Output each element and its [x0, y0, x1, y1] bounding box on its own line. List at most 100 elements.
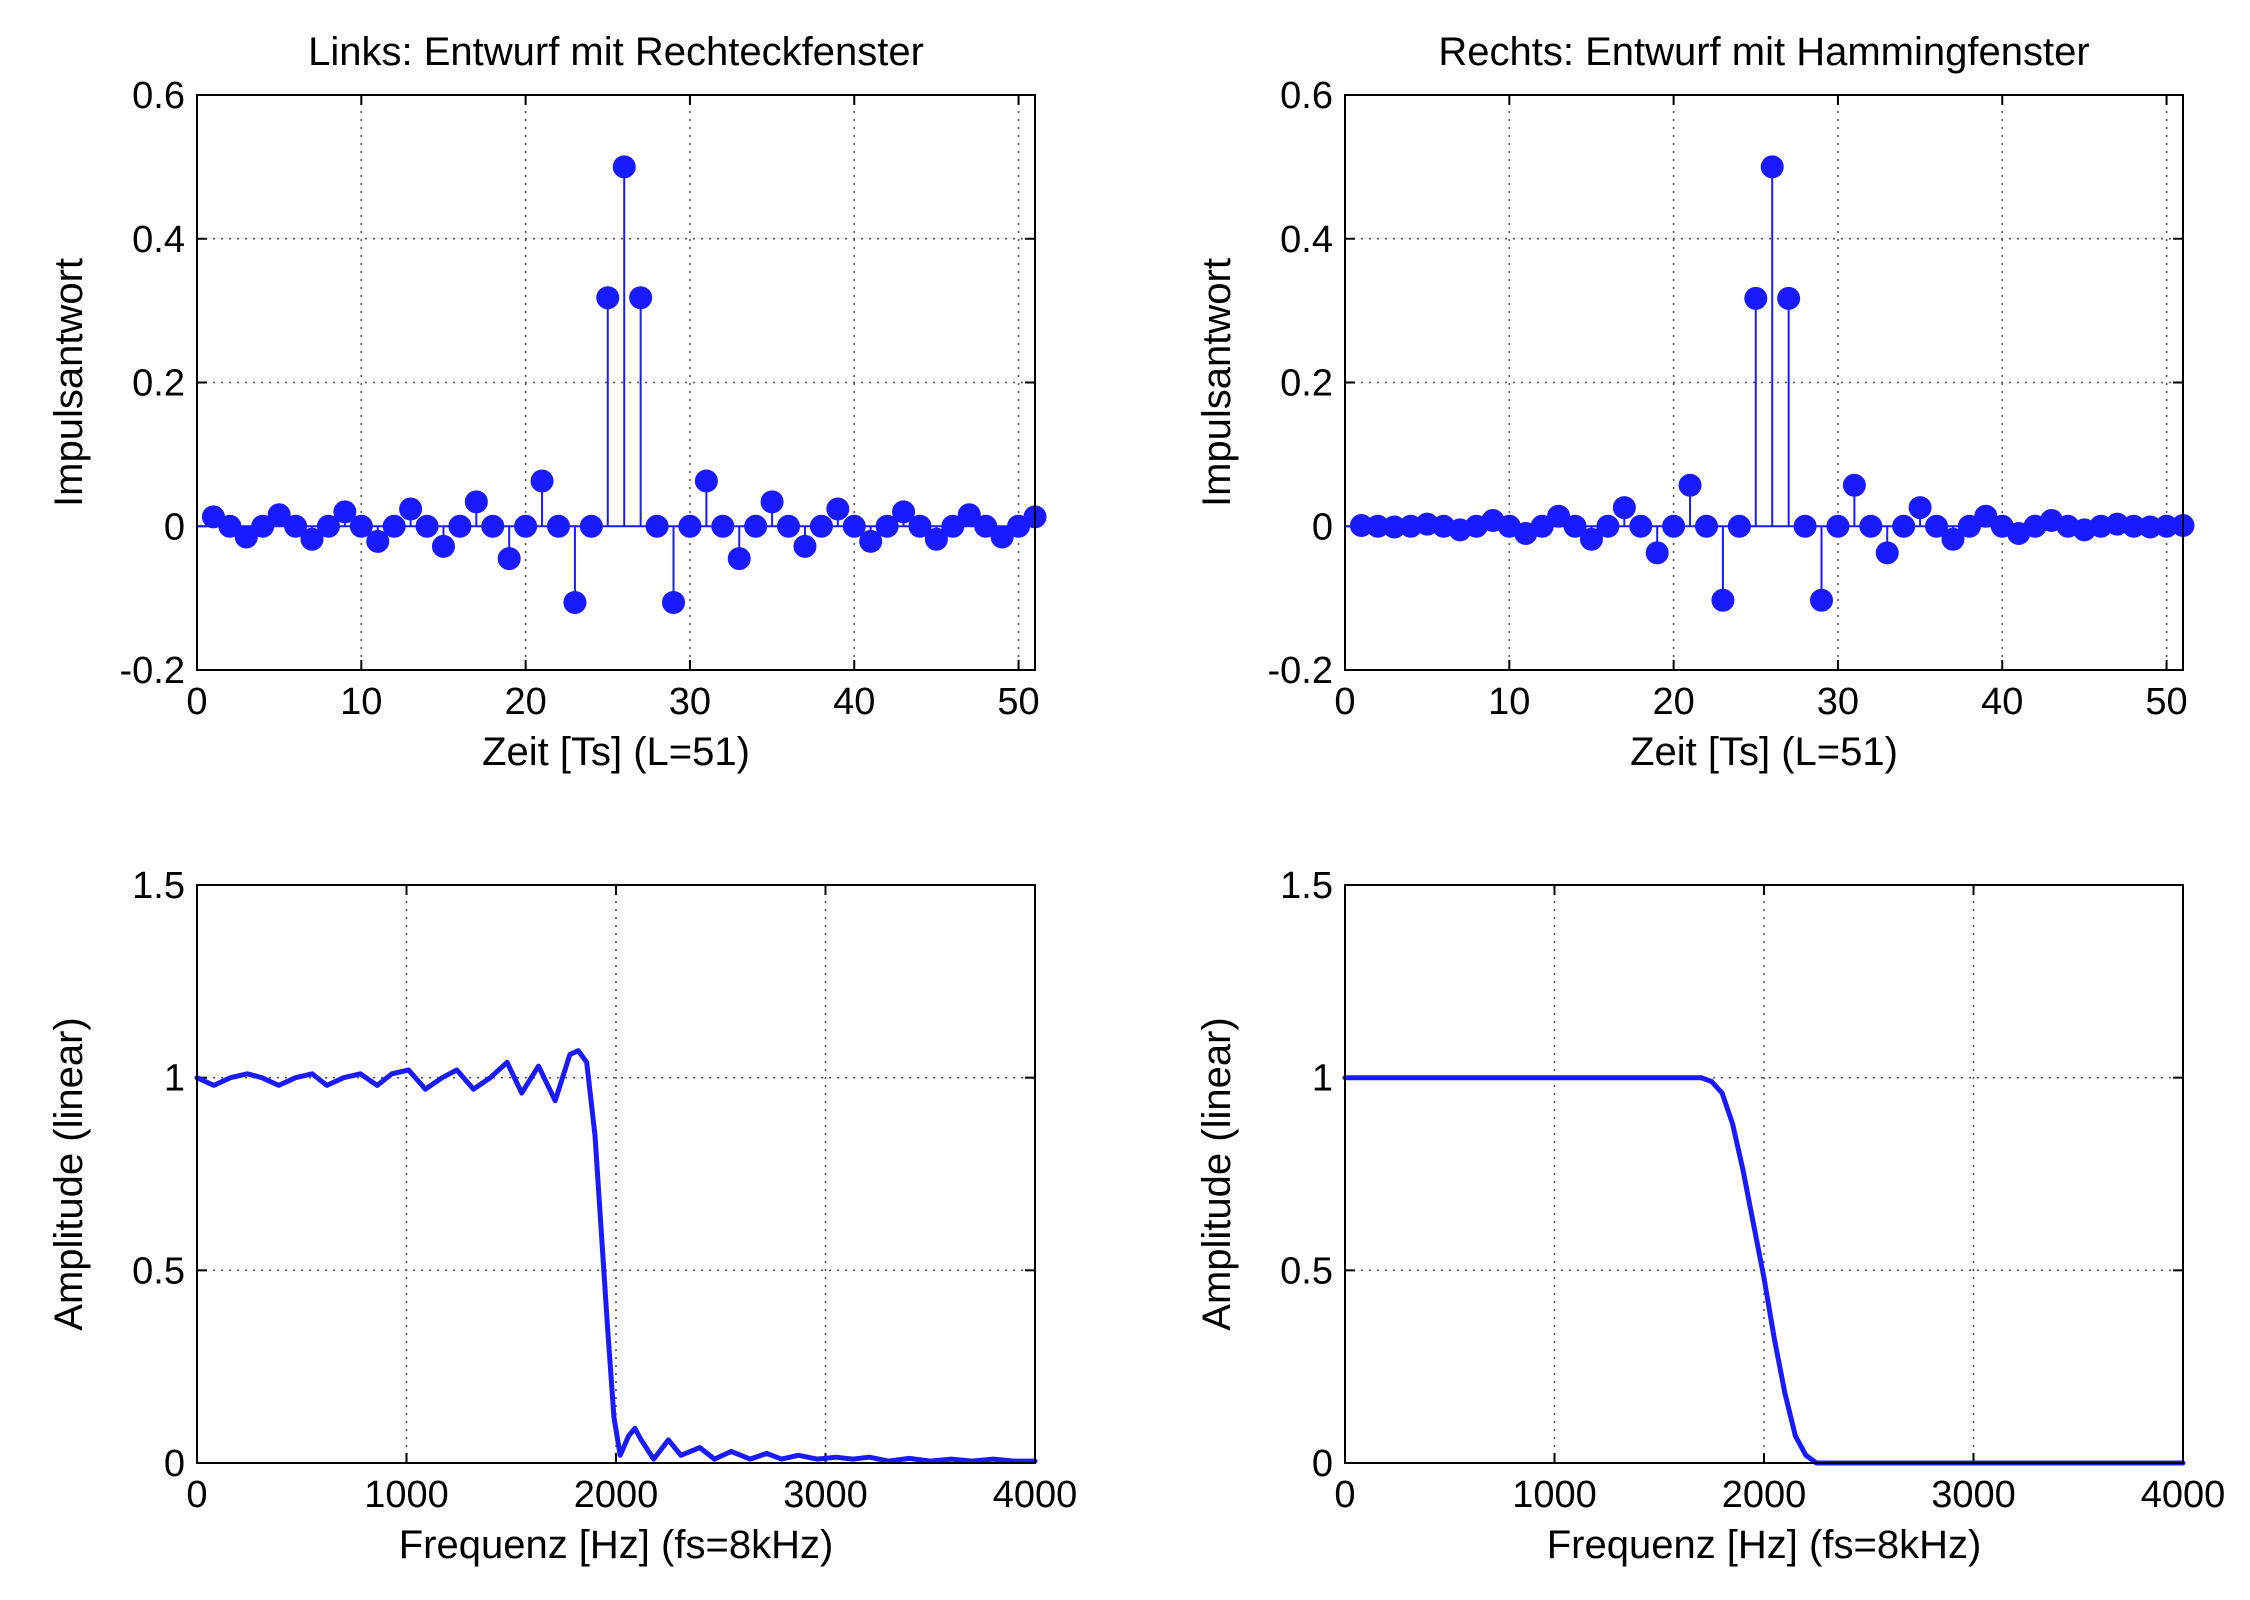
y-tick-label: 0.2 — [1280, 363, 1333, 405]
stem-marker — [349, 514, 373, 538]
stem-marker — [530, 469, 554, 493]
x-tick-label: 30 — [669, 681, 711, 723]
stem-marker — [1760, 155, 1784, 179]
x-axis-label: Zeit [Ts] (L=51) — [482, 730, 750, 774]
stem-marker — [1596, 514, 1620, 538]
y-tick-label: 1 — [1312, 1058, 1333, 1100]
stem-marker — [859, 529, 883, 553]
x-tick-label: 4000 — [993, 1474, 1078, 1516]
stem-marker — [251, 514, 275, 538]
stem-marker — [1612, 496, 1636, 520]
stem-marker — [1875, 541, 1899, 565]
x-axis-label: Frequenz [Hz] (fs=8kHz) — [399, 1523, 834, 1567]
axes-frame — [196, 94, 1036, 671]
y-tick-label: 0.5 — [1280, 1250, 1333, 1292]
x-tick-label: 50 — [2145, 681, 2187, 723]
y-tick-label: 1.5 — [132, 865, 185, 907]
stem-marker — [563, 590, 587, 614]
y-axis-label: Amplitude (linear) — [1195, 1017, 1239, 1330]
x-tick-label: 1000 — [1512, 1474, 1597, 1516]
stem-marker — [974, 514, 998, 538]
stem-marker — [1645, 541, 1669, 565]
axes-frame — [1344, 94, 2184, 671]
stem-marker — [662, 590, 686, 614]
stem-marker — [826, 497, 850, 521]
y-tick-label: 0 — [164, 506, 185, 548]
x-tick-label: 3000 — [783, 1474, 868, 1516]
x-tick-label: 4000 — [2141, 1474, 2226, 1516]
y-tick-label: -0.2 — [1268, 650, 1333, 692]
stem-marker — [596, 286, 620, 310]
stem-marker — [267, 503, 291, 527]
x-axis-label: Zeit [Ts] (L=51) — [1630, 730, 1898, 774]
y-tick-label: 0.4 — [1280, 219, 1333, 261]
stem-marker — [399, 497, 423, 521]
x-tick-label: 10 — [340, 681, 382, 723]
stem-marker — [448, 514, 472, 538]
x-tick-label: 2000 — [1722, 1474, 1807, 1516]
stem-marker — [1793, 514, 1817, 538]
stem-marker — [431, 534, 455, 558]
y-tick-label: 1.5 — [1280, 865, 1333, 907]
x-tick-label: 30 — [1817, 681, 1859, 723]
stem-marker — [957, 503, 981, 527]
stem-marker — [727, 547, 751, 571]
stem-marker — [1563, 514, 1587, 538]
x-tick-label: 1000 — [364, 1474, 449, 1516]
stem-marker — [1859, 514, 1883, 538]
stem-marker — [908, 514, 932, 538]
stem-marker — [1826, 514, 1850, 538]
chart-title: Links: Entwurf mit Rechteckfenster — [308, 30, 924, 74]
y-tick-label: 0.5 — [132, 1250, 185, 1292]
frequency-response-rectangular-panel: 0 1000 2000 3000 4000 0 0.5 1 1.5 Frequenz [Hz] (… — [47, 865, 1077, 1567]
stem-marker — [744, 514, 768, 538]
x-tick-label: 3000 — [1931, 1474, 2016, 1516]
axes-frame — [196, 884, 1036, 1464]
stem-marker — [892, 500, 916, 524]
stem-marker — [234, 525, 258, 549]
stem-marker — [1777, 286, 1801, 310]
y-tick-label: -0.2 — [120, 650, 185, 692]
y-axis-label: Impulsantwort — [47, 258, 91, 507]
y-tick-label: 0.6 — [132, 75, 185, 117]
stem-marker — [1629, 514, 1653, 538]
stem-marker — [924, 527, 948, 551]
y-tick-label: 0 — [1312, 506, 1333, 548]
stem-marker — [464, 490, 488, 514]
plot-area — [197, 95, 1035, 670]
stem-marker — [645, 514, 669, 538]
stem-marker — [809, 514, 833, 538]
x-tick-label: 50 — [997, 681, 1039, 723]
y-tick-label: 0.6 — [1280, 75, 1333, 117]
stem-marker — [333, 500, 357, 524]
stem-marker — [1744, 286, 1768, 310]
stem-marker — [1694, 514, 1718, 538]
stem-marker — [1842, 473, 1866, 497]
x-tick-label: 0 — [1334, 1474, 1355, 1516]
y-tick-label: 0 — [164, 1443, 185, 1485]
x-tick-label: 0 — [186, 681, 207, 723]
stem-marker — [497, 547, 521, 571]
stem-marker — [300, 527, 324, 551]
x-tick-label: 20 — [1652, 681, 1694, 723]
stem-marker — [1678, 473, 1702, 497]
stem-marker — [612, 155, 636, 179]
stem-marker — [546, 514, 570, 538]
axes-frame — [1344, 884, 2184, 1464]
y-tick-label: 0.4 — [132, 219, 185, 261]
x-axis-label: Frequenz [Hz] (fs=8kHz) — [1547, 1523, 1982, 1567]
stem-marker — [777, 514, 801, 538]
stem-marker — [941, 514, 965, 538]
stem-marker — [218, 514, 242, 538]
stem-marker — [1810, 588, 1834, 612]
y-tick-label: 0.2 — [132, 363, 185, 405]
stem-marker — [514, 514, 538, 538]
stem-marker — [760, 490, 784, 514]
x-tick-label: 20 — [504, 681, 546, 723]
x-tick-label: 0 — [186, 1474, 207, 1516]
stem-marker — [382, 514, 406, 538]
y-axis-label: Amplitude (linear) — [47, 1017, 91, 1330]
frequency-response-line — [194, 1048, 1038, 1464]
